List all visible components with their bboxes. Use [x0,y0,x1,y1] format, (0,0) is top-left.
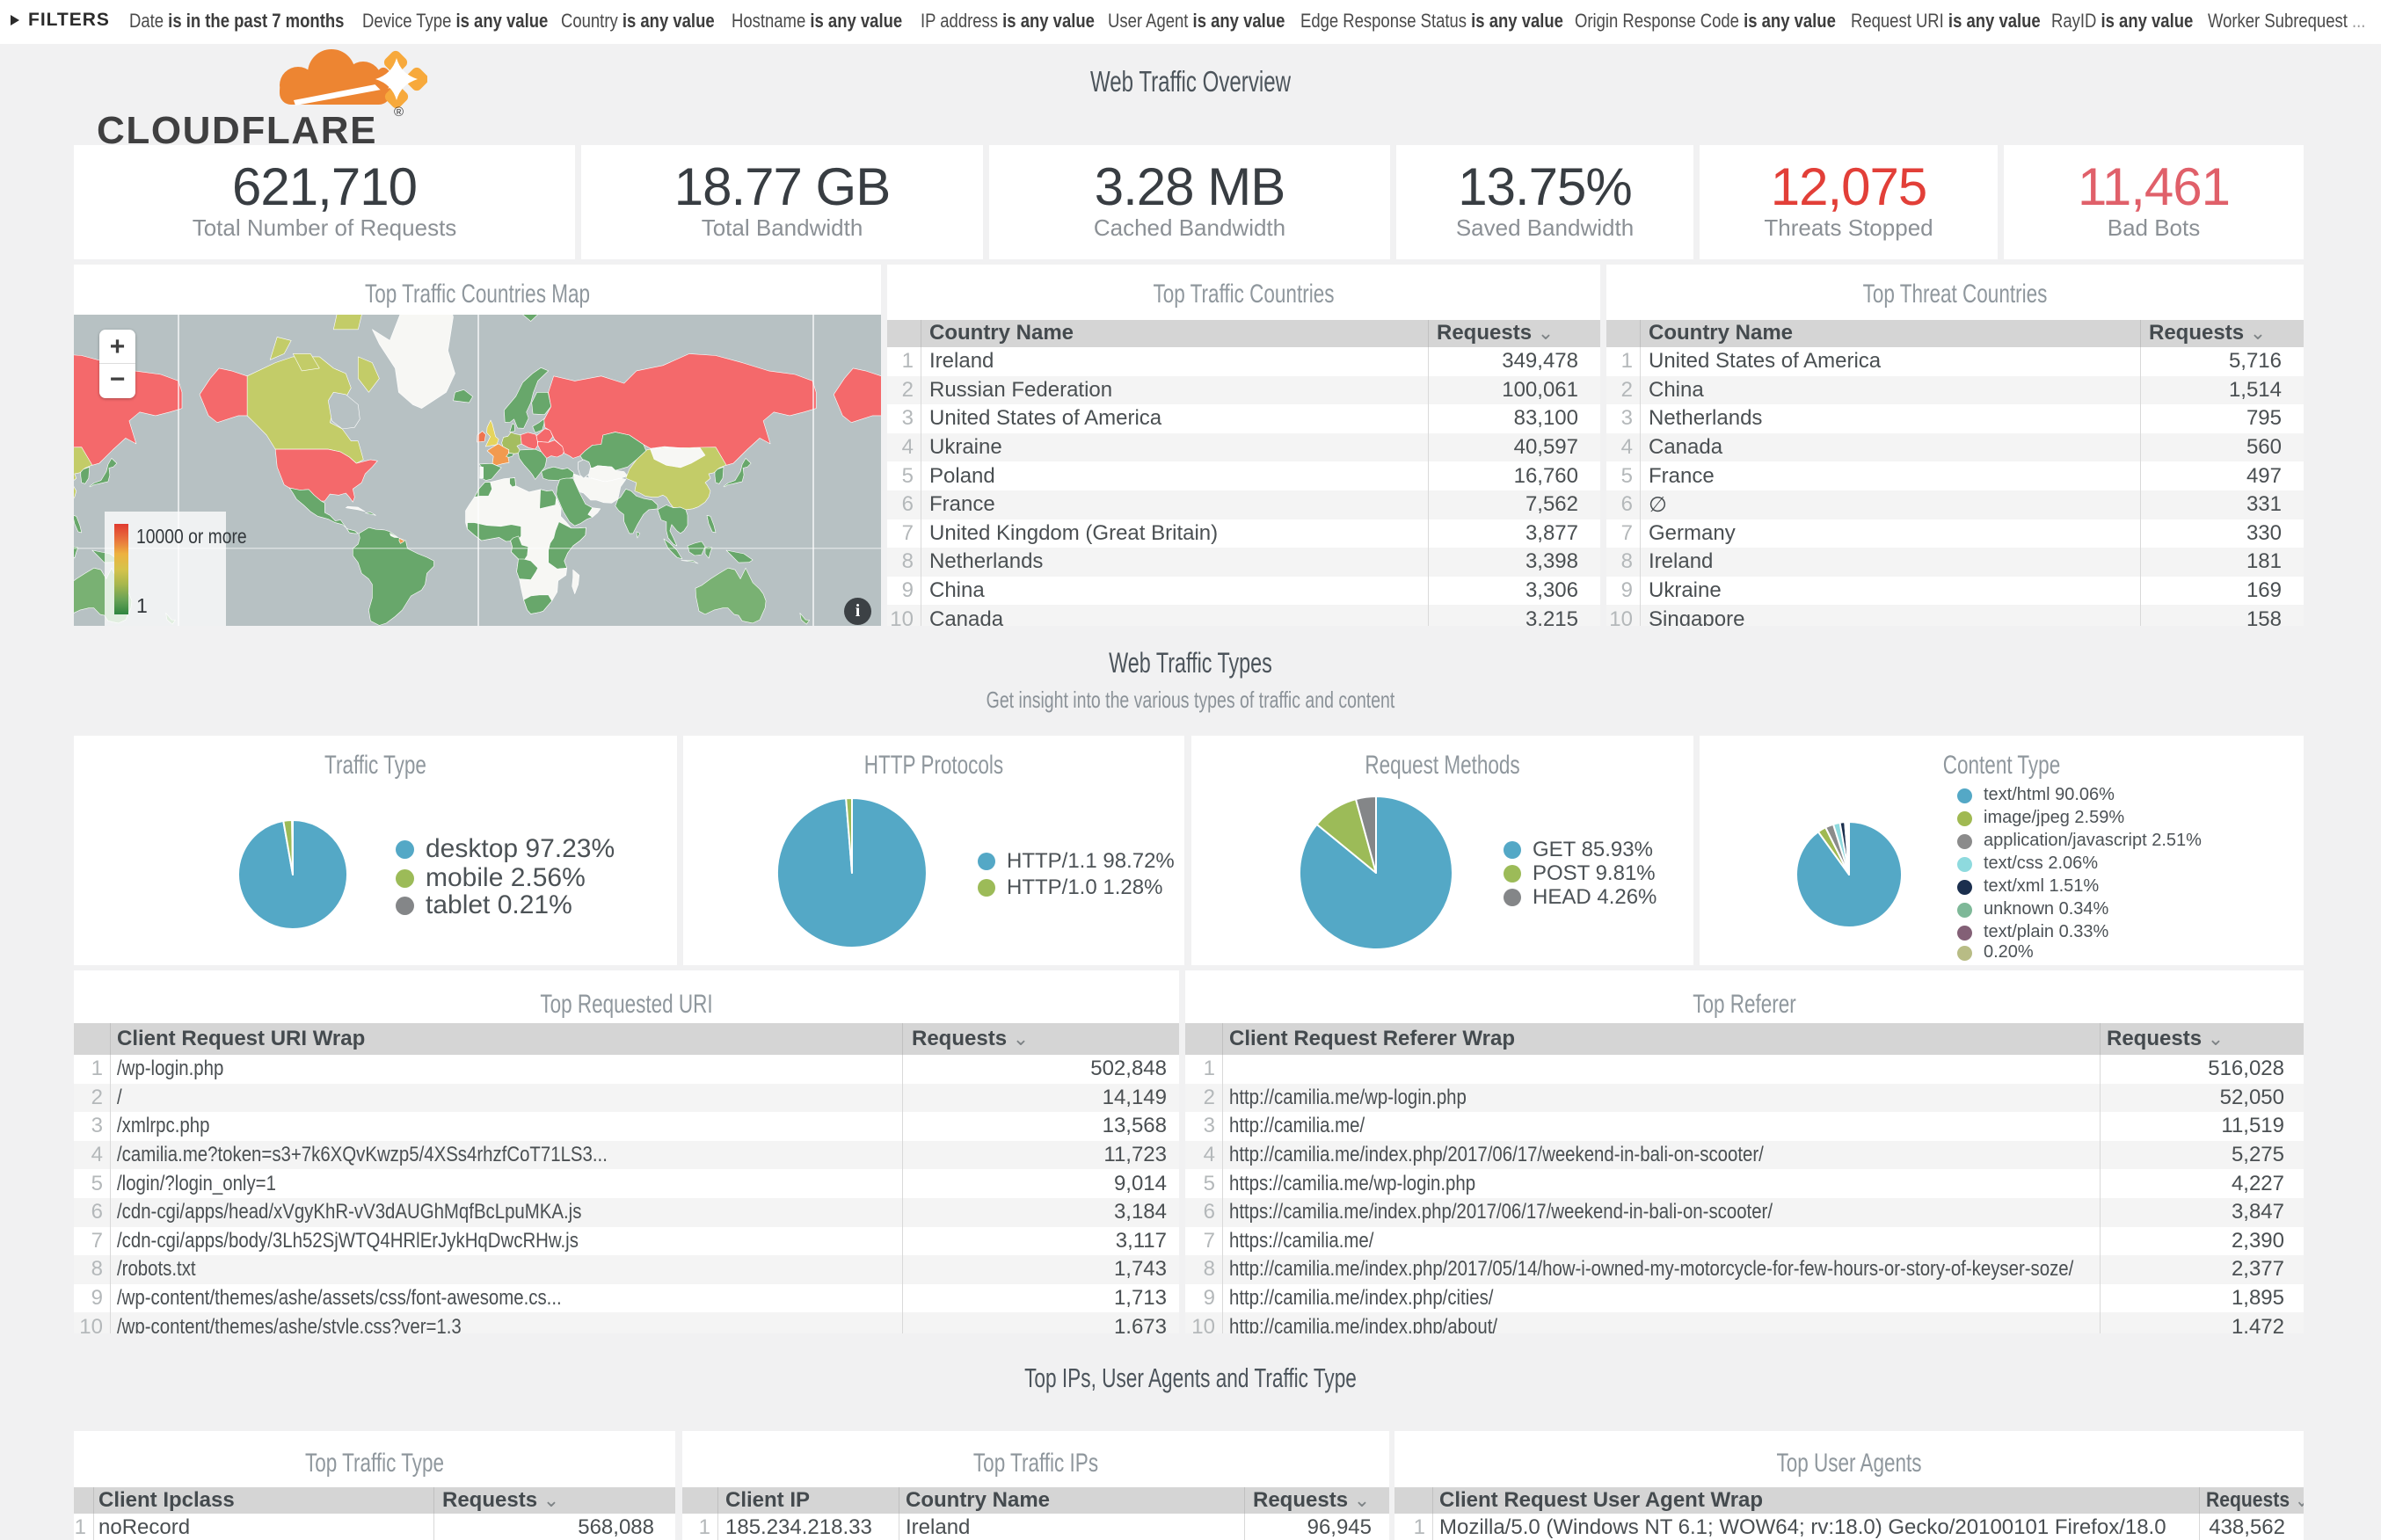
svg-text:®: ® [394,105,404,120]
svg-text:CLOUDFLARE: CLOUDFLARE [97,109,377,149]
